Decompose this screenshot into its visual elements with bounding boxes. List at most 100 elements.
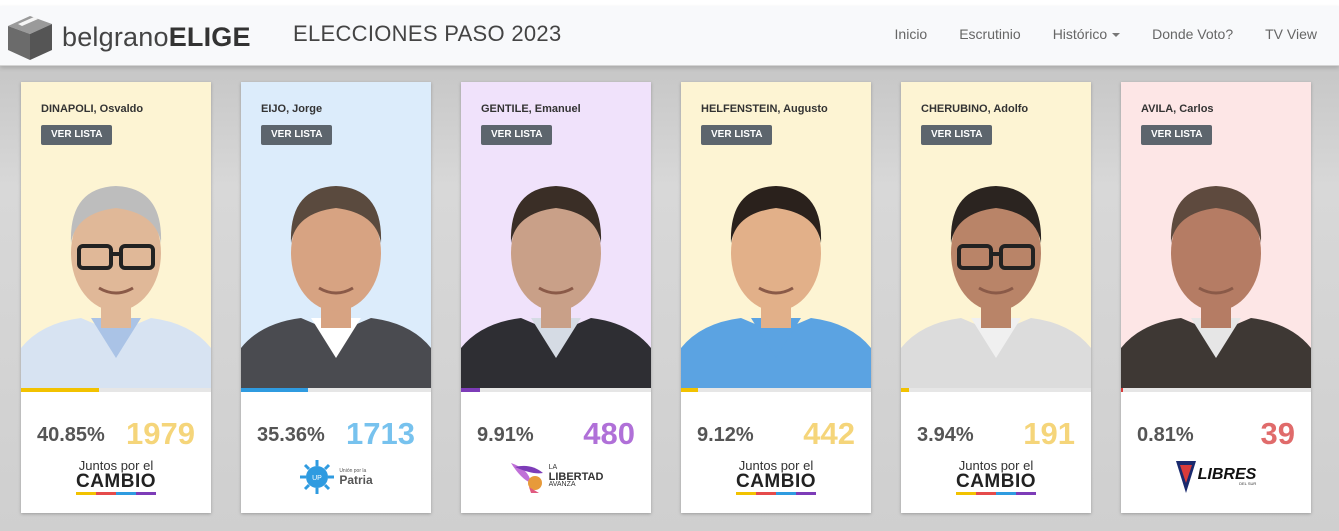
svg-text:UP: UP (312, 475, 322, 482)
nav-inicio[interactable]: Inicio (894, 26, 928, 42)
ballot-box-icon (8, 16, 52, 60)
vote-share-bar (901, 388, 1091, 392)
vote-count: 1713 (346, 416, 415, 451)
party-line1: Juntos por el (78, 458, 154, 473)
brand[interactable]: belgranoELIGE (4, 12, 251, 62)
candidate-name: CHERUBINO, Adolfo (921, 103, 1029, 115)
candidate-name: DINAPOLI, Osvaldo (41, 103, 144, 115)
juntos-por-el-cambio-logo: Juntos por el CAMBIO (956, 459, 1036, 495)
vote-count: 191 (1023, 416, 1075, 451)
party-line1: Juntos por el (738, 458, 814, 473)
libres-logo: LIBRES DEL SUR (1175, 459, 1257, 495)
vote-share-fill (681, 388, 699, 392)
candidate-photo (21, 186, 211, 388)
party-line2: CAMBIO (735, 471, 817, 492)
ver-lista-button[interactable]: VER LISTA (1141, 125, 1213, 145)
party-line1: Unión por la (339, 467, 367, 474)
party-line1: LIBRES (1197, 466, 1257, 483)
union-por-la-patria-logo: UP Unión por la Patria (299, 459, 373, 495)
vote-share-bar (461, 388, 651, 392)
vote-share-fill (1121, 388, 1123, 392)
candidate-name: HELFENSTEIN, Augusto (701, 103, 828, 115)
candidate-card: HELFENSTEIN, Augusto VER LISTA 9.12% 442… (681, 82, 871, 513)
candidate-card: AVILA, Carlos VER LISTA 0.81% 39 LIBRES D… (1121, 82, 1311, 513)
party-logo: Juntos por el CAMBIO (681, 456, 871, 498)
party-line2: CAMBIO (75, 471, 157, 492)
candidate-photo-panel: HELFENSTEIN, Augusto VER LISTA (681, 82, 871, 388)
vote-share-fill (901, 388, 909, 392)
party-line2: Patria (339, 472, 373, 487)
party-stripe (76, 492, 156, 495)
vote-share-fill (461, 388, 480, 392)
party-logo: LA LIBERTAD AVANZA (461, 456, 651, 498)
vote-percent: 35.36% (257, 424, 325, 446)
vote-count: 480 (583, 416, 635, 451)
nav-tv-view[interactable]: TV View (1265, 26, 1317, 42)
party-line3: AVANZA (548, 481, 576, 489)
party-logo: Juntos por el CAMBIO (21, 456, 211, 498)
vote-count: 39 (1260, 416, 1295, 451)
candidate-card: GENTILE, Emanuel VER LISTA 9.91% 480 LA L… (461, 82, 651, 513)
la-libertad-avanza-logo: LA LIBERTAD AVANZA (509, 459, 604, 495)
candidate-photo-panel: DINAPOLI, Osvaldo VER LISTA (21, 82, 211, 388)
vote-percent: 3.94% (917, 424, 974, 446)
nav-escrutinio[interactable]: Escrutinio (959, 26, 1021, 42)
ver-lista-button[interactable]: VER LISTA (921, 125, 993, 145)
candidate-card: EIJO, Jorge VER LISTA 35.36% 1713 UP Uni… (241, 82, 431, 513)
party-line1: LA (548, 464, 558, 472)
brand-prefix: belgrano (62, 21, 169, 52)
candidate-name: GENTILE, Emanuel (481, 103, 581, 115)
party-line1: Juntos por el (958, 458, 1034, 473)
party-line2: LIBERTAD (548, 470, 604, 483)
juntos-por-el-cambio-logo: Juntos por el CAMBIO (736, 459, 816, 495)
nav-menu: Inicio Escrutinio Histórico Donde Voto? … (863, 26, 1317, 42)
vote-share-bar (681, 388, 871, 392)
party-logo: LIBRES DEL SUR (1121, 456, 1311, 498)
vote-percent: 9.91% (477, 424, 534, 446)
party-stripe (736, 492, 816, 495)
candidate-photo (681, 186, 871, 388)
sun-icon: UP (300, 460, 335, 494)
nav-historico[interactable]: Histórico (1052, 26, 1121, 42)
vote-share-bar (21, 388, 211, 392)
party-line2: DEL SUR (1239, 481, 1257, 487)
party-line2: CAMBIO (955, 471, 1037, 492)
brand-name: belgranoELIGE (62, 22, 251, 53)
lion-icon (510, 463, 543, 493)
candidate-name: EIJO, Jorge (261, 103, 323, 115)
vote-percent: 0.81% (1137, 424, 1194, 446)
candidate-name: AVILA, Carlos (1141, 103, 1214, 115)
vote-share-bar (1121, 388, 1311, 392)
candidate-photo-panel: AVILA, Carlos VER LISTA (1121, 82, 1311, 388)
nav-historico-label: Histórico (1052, 26, 1108, 42)
navbar: belgranoELIGE ELECCIONES PASO 2023 Inici… (0, 6, 1339, 66)
ver-lista-button[interactable]: VER LISTA (41, 125, 113, 145)
party-stripe (956, 492, 1036, 495)
candidate-card: DINAPOLI, Osvaldo VER LISTA 40.85% 1979 … (21, 82, 211, 513)
ver-lista-button[interactable]: VER LISTA (481, 125, 553, 145)
juntos-por-el-cambio-logo: Juntos por el CAMBIO (76, 459, 156, 495)
candidate-photo (461, 186, 651, 388)
candidate-photo-panel: EIJO, Jorge VER LISTA (241, 82, 431, 388)
caret-down-icon (1112, 33, 1121, 38)
brand-suffix: ELIGE (168, 21, 251, 52)
vote-share-bar (241, 388, 431, 392)
candidate-card: CHERUBINO, Adolfo VER LISTA 3.94% 191 Ju… (901, 82, 1091, 513)
nav-donde-voto[interactable]: Donde Voto? (1152, 26, 1234, 42)
candidate-photo-panel: CHERUBINO, Adolfo VER LISTA (901, 82, 1091, 388)
page-title: ELECCIONES PASO 2023 (293, 21, 562, 46)
vote-percent: 40.85% (37, 424, 105, 446)
top-strip (0, 0, 1339, 6)
vote-count: 1979 (126, 416, 195, 451)
party-logo: Juntos por el CAMBIO (901, 456, 1091, 498)
candidate-photo (1121, 186, 1311, 388)
vote-share-fill (241, 388, 309, 392)
party-logo: UP Unión por la Patria (241, 456, 431, 498)
libres-icon (1175, 461, 1196, 493)
candidate-photo-panel: GENTILE, Emanuel VER LISTA (461, 82, 651, 388)
ver-lista-button[interactable]: VER LISTA (261, 125, 333, 145)
vote-percent: 9.12% (697, 424, 754, 446)
ver-lista-button[interactable]: VER LISTA (701, 125, 773, 145)
candidate-photo (901, 186, 1091, 388)
candidate-photo (241, 186, 431, 388)
